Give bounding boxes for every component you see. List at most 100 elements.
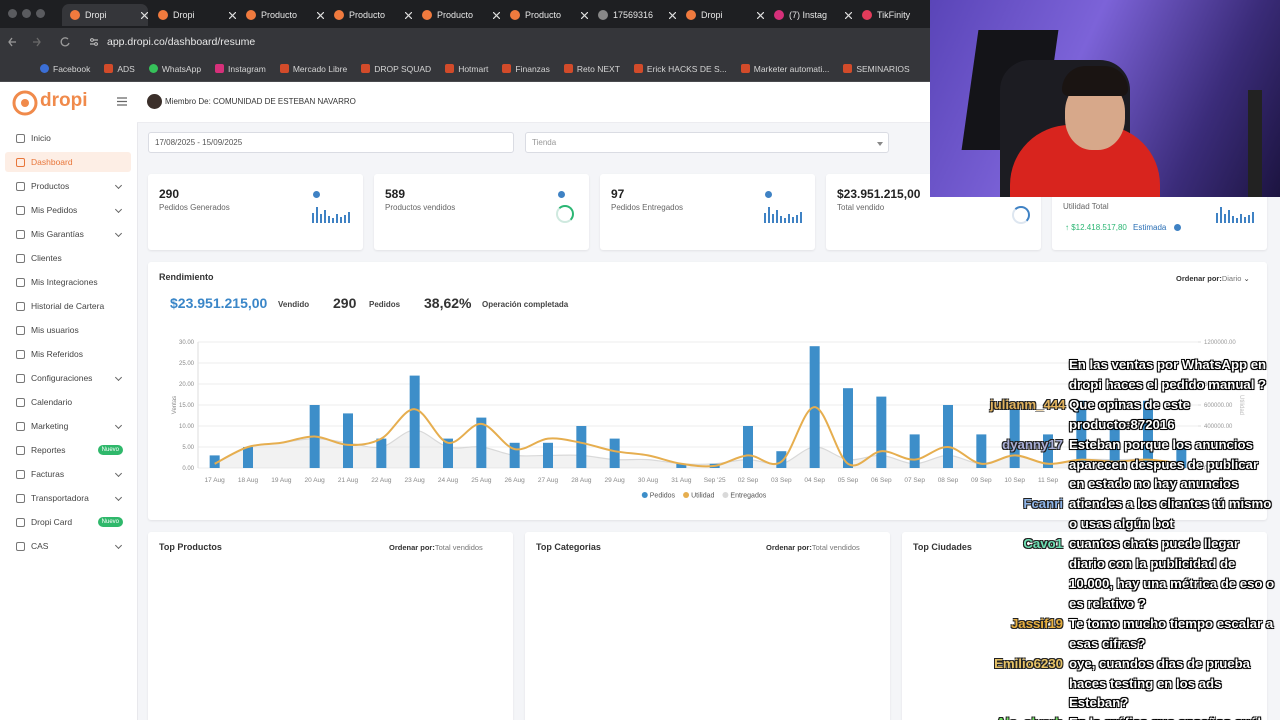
- x-tick-label: 08 Sep: [938, 477, 959, 484]
- panel-title: Top Productos: [159, 542, 222, 552]
- tab-close[interactable]: [845, 11, 852, 19]
- sort-control[interactable]: Ordenar por:Total vendidos: [766, 543, 860, 552]
- bookmark[interactable]: Finanzas: [502, 64, 550, 74]
- sidebar-item[interactable]: Mis Garantías: [5, 224, 131, 244]
- sort-control[interactable]: Ordenar por:Diario ⌄: [1176, 274, 1250, 283]
- sidebar-item[interactable]: Reportes Nuevo: [5, 440, 131, 460]
- tab-close[interactable]: [229, 11, 236, 19]
- info-icon[interactable]: [765, 191, 772, 198]
- tab[interactable]: TikFinity: [854, 4, 940, 26]
- url[interactable]: app.dropi.co/dashboard/resume: [107, 36, 256, 48]
- avatar[interactable]: [147, 94, 162, 109]
- logo-icon: [12, 90, 38, 116]
- bookmark[interactable]: Reto NEXT: [563, 64, 620, 74]
- legend-label: Pedidos: [650, 492, 676, 499]
- y2-tick-label: 0.00: [1204, 466, 1216, 472]
- sidebar-item[interactable]: Facturas: [5, 464, 131, 484]
- bookmark-icon: [279, 64, 289, 73]
- tab[interactable]: Dropi: [62, 4, 148, 26]
- bookmark[interactable]: Instagram: [215, 64, 266, 74]
- sidebar-item[interactable]: Clientes: [5, 248, 131, 268]
- card-label: Productos vendidos: [385, 203, 456, 212]
- store-select[interactable]: Tienda: [525, 132, 889, 153]
- reload-icon[interactable]: [60, 37, 70, 47]
- legend: Pedidos Utilidad Entregados: [641, 492, 767, 499]
- sort-control[interactable]: Ordenar por:Total vendidos: [389, 543, 483, 552]
- sidebar-item[interactable]: Transportadora: [5, 488, 131, 508]
- tab[interactable]: (7) Instag: [766, 4, 852, 26]
- sidebar-item[interactable]: Dropi Card Nuevo: [5, 512, 131, 532]
- window-close[interactable]: [8, 9, 17, 18]
- sidebar-item[interactable]: CAS: [5, 536, 131, 556]
- x-tick-label: 02 Sep: [738, 477, 759, 484]
- sidebar-item[interactable]: Marketing: [5, 416, 131, 436]
- item-label: Transportadora: [31, 493, 89, 503]
- chevron: [114, 493, 123, 502]
- bookmark[interactable]: Marketer automati...: [740, 64, 829, 74]
- sidebar-item[interactable]: Mis Referidos: [5, 344, 131, 364]
- close-icon: [669, 11, 676, 19]
- tab[interactable]: Producto: [414, 4, 500, 26]
- bookmark-label: WhatsApp: [161, 63, 202, 74]
- sidebar-item[interactable]: Mis Pedidos: [5, 200, 131, 220]
- info-icon[interactable]: [558, 191, 565, 198]
- x-tick-label: 18 Aug: [238, 477, 259, 484]
- menu-toggle[interactable]: [117, 97, 127, 106]
- tab-close[interactable]: [493, 11, 500, 19]
- sidebar-item[interactable]: Historial de Cartera: [5, 296, 131, 316]
- tab-close[interactable]: [669, 11, 676, 19]
- favicon: [862, 10, 872, 20]
- x-tick-label: 03 Sep: [771, 477, 792, 484]
- sidebar-item[interactable]: Inicio: [5, 128, 131, 148]
- bookmark[interactable]: DROP SQUAD: [361, 64, 431, 74]
- bookmark[interactable]: Facebook: [40, 64, 90, 74]
- favicon: [334, 10, 344, 20]
- tab-close[interactable]: [317, 11, 324, 19]
- sidebar-item[interactable]: Dashboard: [5, 152, 131, 172]
- item-icon: [16, 157, 25, 167]
- back-icon[interactable]: [8, 37, 16, 47]
- tab[interactable]: Dropi: [678, 4, 764, 26]
- forward-icon[interactable]: [33, 37, 41, 47]
- legend-label: Entregados: [730, 492, 766, 499]
- sidebar-item[interactable]: Calendario: [5, 392, 131, 412]
- tab-close[interactable]: [581, 11, 588, 19]
- tab[interactable]: Producto: [238, 4, 324, 26]
- card-value: 290: [159, 187, 180, 201]
- sidebar-item[interactable]: Mis Integraciones: [5, 272, 131, 292]
- tab[interactable]: 17569316: [590, 4, 676, 26]
- bookmark[interactable]: Mercado Libre: [279, 64, 347, 74]
- bookmark[interactable]: Erick HACKS DE S...: [633, 64, 727, 74]
- chat-user: Fcanri: [1023, 496, 1063, 512]
- chevron: [114, 541, 123, 550]
- legend-swatch: [641, 492, 648, 498]
- bookmark[interactable]: SEMINARIOS: [843, 64, 910, 74]
- tab[interactable]: Producto: [502, 4, 588, 26]
- sidebar-item[interactable]: Productos: [5, 176, 131, 196]
- bookmark[interactable]: ADS: [104, 64, 135, 74]
- logo-text[interactable]: dropi: [40, 90, 88, 111]
- tab[interactable]: Producto: [326, 4, 412, 26]
- tab-close[interactable]: [141, 11, 148, 19]
- bar: [576, 426, 587, 468]
- bookmark[interactable]: Hotmart: [445, 64, 488, 74]
- chat-message: Ale_alvarh En la gráfica que enseñas cuál…: [990, 713, 1280, 720]
- chat-user: Jassif19: [1010, 615, 1063, 631]
- bookmark[interactable]: WhatsApp: [148, 63, 202, 74]
- sidebar-item[interactable]: Configuraciones: [5, 368, 131, 388]
- info-icon[interactable]: [1174, 224, 1181, 231]
- tab[interactable]: Dropi: [150, 4, 236, 26]
- chat-user: Ale_alvarh: [990, 713, 1063, 720]
- tab-close[interactable]: [405, 11, 412, 19]
- y-tick-label: 30.00: [179, 340, 195, 346]
- tab-close[interactable]: [757, 11, 764, 19]
- sold-value: $23.951.215,00: [170, 295, 268, 311]
- item-label: Facturas: [31, 469, 65, 479]
- window-maximize[interactable]: [36, 9, 45, 18]
- date-range-input[interactable]: 17/08/2025 - 15/09/2025: [148, 132, 514, 153]
- sidebar-item[interactable]: Mis usuarios: [5, 320, 131, 340]
- window-minimize[interactable]: [22, 9, 31, 18]
- site-settings-icon[interactable]: [89, 37, 99, 47]
- favicon: [422, 10, 432, 20]
- info-icon[interactable]: [313, 191, 320, 198]
